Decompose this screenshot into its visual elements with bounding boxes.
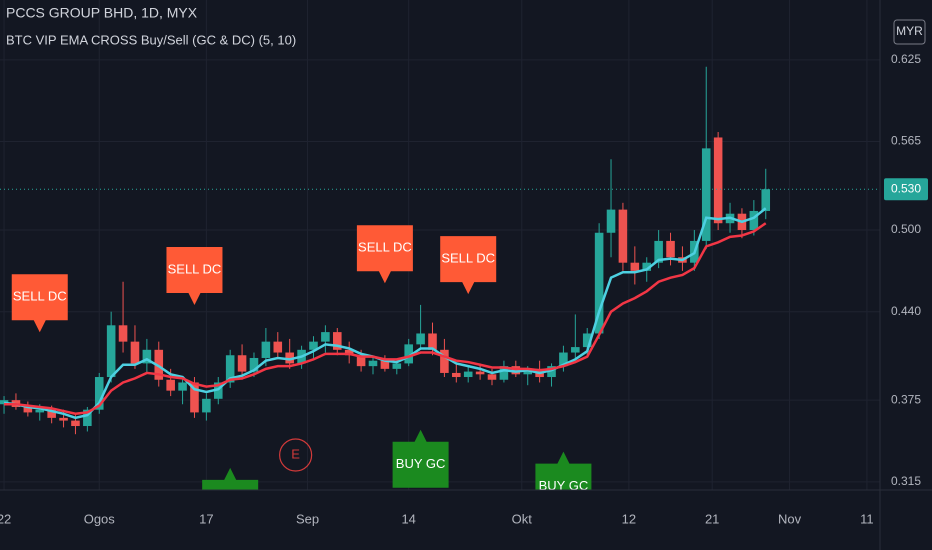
candle-body	[392, 363, 402, 369]
candle-body	[71, 420, 80, 427]
candle-body	[642, 262, 652, 271]
candle-body	[416, 333, 425, 345]
x-tick-label: Nov	[778, 511, 802, 526]
candle-body	[23, 406, 33, 413]
candle-body	[404, 344, 413, 364]
candle-body	[440, 349, 449, 373]
sell-signal	[356, 225, 413, 284]
candle-body	[547, 366, 556, 378]
candle-body	[321, 332, 330, 342]
candle-body	[380, 360, 390, 369]
candle-body	[630, 262, 640, 271]
ema-line	[4, 222, 767, 416]
candle-body	[344, 349, 354, 356]
candle-body	[523, 368, 532, 375]
candle-body	[582, 333, 592, 348]
candle-body	[654, 240, 663, 263]
sell-signal	[166, 247, 223, 306]
candle-body	[190, 382, 199, 413]
candle-body	[594, 232, 604, 334]
candle-body	[35, 409, 45, 413]
sell-signal-label: SELL DC	[358, 240, 412, 255]
candle-body	[202, 398, 211, 413]
candle-body	[475, 371, 485, 375]
x-tick-label: 14	[401, 511, 415, 526]
candle-body	[142, 349, 152, 364]
candle-body	[499, 366, 509, 380]
candle-body	[273, 341, 283, 353]
earnings-label: E	[291, 446, 300, 461]
candle-body	[571, 347, 580, 353]
x-tick-label: Sep	[296, 511, 319, 526]
candle-body	[83, 409, 92, 427]
candle-body	[452, 372, 461, 378]
plot-area: SELL DC SELL DC SELL DC SELL DC BUY GC BUY GC…	[0, 66, 880, 493]
x-tick-label: 21	[705, 511, 719, 526]
buy-signal-label: BUY GC	[539, 478, 589, 493]
y-tick-label: 0.500	[891, 222, 921, 236]
buy-signal-label: BUY GC	[396, 456, 446, 471]
candle-body	[309, 341, 318, 350]
x-tick-label: 17	[199, 511, 213, 526]
candle-body	[285, 352, 294, 364]
x-tick-label: Okt	[512, 511, 533, 526]
candle-body	[618, 209, 628, 263]
candle-body	[511, 366, 521, 375]
candle-body	[225, 355, 235, 383]
y-tick-label: 0.565	[891, 134, 921, 148]
y-tick-label: 0.375	[891, 392, 921, 406]
x-tick-label: 12	[622, 511, 636, 526]
sell-signal-label: SELL DC	[168, 261, 222, 276]
candle-body	[106, 325, 116, 378]
indicator-title: BTC VIP EMA CROSS Buy/Sell (GC & DC) (5,…	[6, 32, 296, 47]
candle-body	[130, 341, 140, 364]
sell-signal-label: SELL DC	[13, 289, 67, 304]
x-tick-label: 22	[0, 511, 11, 526]
candle-body	[701, 148, 711, 241]
sell-signal	[11, 274, 68, 333]
candle-body	[213, 382, 223, 399]
candle-body	[368, 360, 378, 367]
candle-body	[47, 409, 56, 418]
sell-signal	[440, 236, 497, 295]
ema-line	[3, 207, 767, 420]
candle-body	[249, 357, 259, 372]
candle-body	[178, 382, 187, 391]
y-tick-label: 0.625	[891, 52, 921, 66]
buy-signal	[202, 467, 259, 490]
candle-body	[463, 371, 473, 378]
currency-label[interactable]: MYR	[896, 24, 923, 38]
candle-body	[666, 240, 675, 258]
candle-body	[761, 189, 771, 211]
candle-body	[166, 379, 175, 391]
candle-body	[333, 332, 342, 350]
last-price-tag	[884, 178, 928, 201]
candle-body	[713, 137, 723, 224]
candle-body	[487, 374, 497, 380]
candle-body	[559, 352, 568, 367]
y-tick-label: 0.315	[891, 474, 921, 488]
x-tick-label: Ogos	[84, 511, 116, 526]
candle-body	[59, 417, 68, 421]
last-price-label: 0.530	[891, 181, 921, 195]
candle-body	[118, 325, 128, 342]
candle-body	[261, 341, 271, 358]
buy-signal	[535, 451, 592, 490]
candle-body	[606, 209, 616, 233]
x-tick-label: 11	[860, 511, 874, 526]
sell-signal-label: SELL DC	[441, 251, 495, 266]
candle-body	[237, 355, 247, 372]
candle-body	[356, 355, 366, 367]
candle-body	[749, 210, 759, 231]
currency-button[interactable]	[893, 19, 926, 45]
y-tick-label: 0.440	[891, 304, 921, 318]
buy-signal	[392, 429, 449, 488]
earnings-marker	[279, 438, 313, 472]
candle-body	[428, 333, 437, 350]
chart-title: PCCS GROUP BHD, 1D, MYX	[6, 5, 198, 21]
candle-body	[94, 377, 104, 410]
